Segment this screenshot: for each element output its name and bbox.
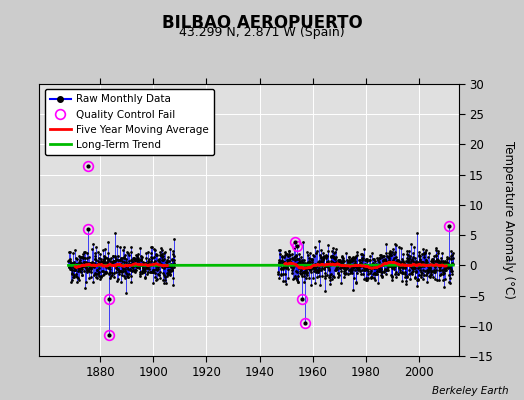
Text: Berkeley Earth: Berkeley Earth — [432, 386, 508, 396]
Y-axis label: Temperature Anomaly (°C): Temperature Anomaly (°C) — [502, 141, 515, 299]
Text: BILBAO AEROPUERTO: BILBAO AEROPUERTO — [161, 14, 363, 32]
Legend: Raw Monthly Data, Quality Control Fail, Five Year Moving Average, Long-Term Tren: Raw Monthly Data, Quality Control Fail, … — [45, 89, 214, 155]
Text: 43.299 N, 2.871 W (Spain): 43.299 N, 2.871 W (Spain) — [179, 26, 345, 39]
